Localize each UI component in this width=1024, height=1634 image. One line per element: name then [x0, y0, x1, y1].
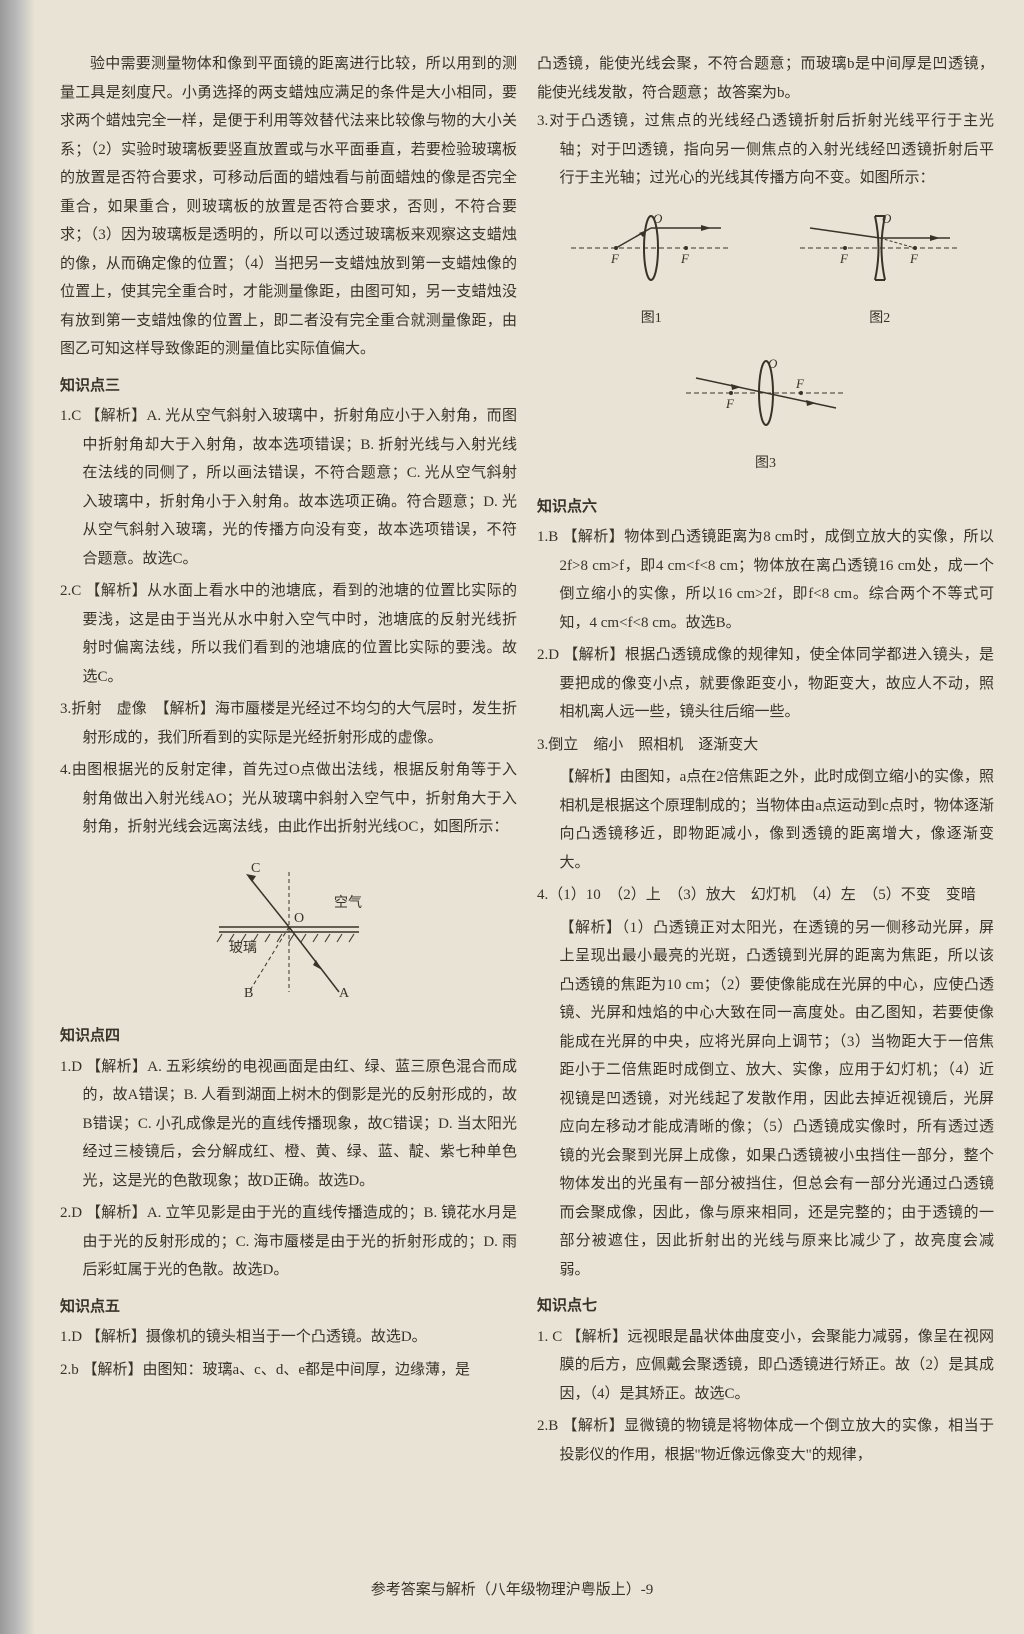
- s3-q4: 4.由图根据光的反射定律，首先过O点做出法线，根据反射角等于入射角做出入射光线A…: [60, 756, 517, 842]
- s5-q1: 1.D 【解析】摄像机的镜头相当于一个凸透镜。故选D。: [60, 1323, 517, 1352]
- section6-header: 知识点六: [537, 493, 994, 522]
- page-footer: 参考答案与解析（八年级物理沪粤版上）-9: [0, 1576, 1024, 1605]
- svg-text:B: B: [244, 986, 253, 1001]
- s6-q4: 4.（1）10 （2）上 （3）放大 幻灯机 （4）左 （5）不变 变暗: [537, 881, 994, 910]
- section7-header: 知识点七: [537, 1292, 994, 1321]
- svg-text:O: O: [882, 211, 892, 226]
- svg-text:O: O: [768, 356, 778, 371]
- svg-text:F: F: [839, 251, 849, 266]
- reflection-diagram: C O 空气 玻璃 B A: [60, 852, 517, 1013]
- right-column: 凸透镜，能使光线会聚，不符合题意；而玻璃b是中间厚是凹透镜，能使光线发散，符合题…: [537, 50, 994, 1473]
- lens-label-3: 图3: [676, 451, 856, 478]
- svg-text:O: O: [294, 911, 304, 926]
- svg-text:空气: 空气: [334, 895, 362, 911]
- lens-diagram-1: F F O 图1: [561, 203, 741, 333]
- svg-text:F: F: [725, 396, 735, 411]
- left-column: 验中需要测量物体和像到平面镜的距离进行比较，所以用到的测量工具是刻度尺。小勇选择…: [60, 50, 517, 1473]
- s6-q3-analysis: 【解析】由图知，a点在2倍焦距之外，此时成倒立缩小的实像，照相机是根据这个原理制…: [537, 763, 994, 877]
- scan-edge: [0, 0, 35, 1634]
- svg-text:玻璃: 玻璃: [229, 939, 257, 956]
- svg-text:A: A: [339, 986, 350, 1001]
- reflection-svg: C O 空气 玻璃 B A: [189, 852, 389, 1002]
- s4-q1: 1.D 【解析】A. 五彩缤纷的电视画面是由红、绿、蓝三原色混合而成的，故A错误…: [60, 1053, 517, 1196]
- svg-text:F: F: [610, 251, 620, 266]
- right-q3: 3.对于凸透镜，过焦点的光线经凸透镜折射后折射光线平行于主光轴；对于凹透镜，指向…: [537, 107, 994, 193]
- s7-q1: 1. C 【解析】远视眼是晶状体曲度变小，会聚能力减弱，像呈在视网膜的后方，应佩…: [537, 1323, 994, 1409]
- section3-header: 知识点三: [60, 372, 517, 401]
- s3-q2: 2.C 【解析】从水面上看水中的池塘底，看到的池塘的位置比实际的要浅，这是由于当…: [60, 577, 517, 691]
- lens-diagram-2: F F O 图2: [790, 203, 970, 333]
- section5-header: 知识点五: [60, 1293, 517, 1322]
- svg-text:F: F: [909, 251, 919, 266]
- s6-q3: 3.倒立 缩小 照相机 逐渐变大: [537, 731, 994, 760]
- right-opening1: 凸透镜，能使光线会聚，不符合题意；而玻璃b是中间厚是凹透镜，能使光线发散，符合题…: [537, 50, 994, 107]
- s3-q3: 3.折射 虚像 【解析】海市蜃楼是光经过不均匀的大气层时，发生折射形成的，我们所…: [60, 695, 517, 752]
- lens-label-1: 图1: [561, 306, 741, 333]
- lens-diagram-3: F F O 图3: [676, 348, 856, 478]
- svg-text:C: C: [251, 861, 260, 876]
- svg-text:F: F: [680, 251, 690, 266]
- opening-para: 验中需要测量物体和像到平面镜的距离进行比较，所以用到的测量工具是刻度尺。小勇选择…: [60, 50, 517, 364]
- svg-text:F: F: [795, 376, 805, 391]
- s6-q2: 2.D 【解析】根据凸透镜成像的规律知，使全体同学都进入镜头，是要把成的像变小点…: [537, 641, 994, 727]
- s5-q2: 2.b 【解析】由图知：玻璃a、c、d、e都是中间厚，边缘薄，是: [60, 1356, 517, 1385]
- lens-diagrams: F F O 图1 F: [537, 203, 994, 478]
- svg-text:O: O: [653, 211, 663, 226]
- s6-q4-analysis: 【解析】（1）凸透镜正对太阳光，在透镜的另一侧移动光屏，屏上呈现出最小最亮的光斑…: [537, 914, 994, 1285]
- s6-q1: 1.B 【解析】物体到凸透镜距离为8 cm时，成倒立放大的实像，所以2f>8 c…: [537, 523, 994, 637]
- page-content: 验中需要测量物体和像到平面镜的距离进行比较，所以用到的测量工具是刻度尺。小勇选择…: [60, 50, 994, 1473]
- section4-header: 知识点四: [60, 1022, 517, 1051]
- s7-q2: 2.B 【解析】显微镜的物镜是将物体成一个倒立放大的实像，相当于投影仪的作用，根…: [537, 1412, 994, 1469]
- lens-label-2: 图2: [790, 306, 970, 333]
- s3-q1: 1.C 【解析】A. 光从空气斜射入玻璃中，折射角应小于入射角，而图中折射角却大…: [60, 402, 517, 573]
- s4-q2: 2.D 【解析】A. 立竿见影是由于光的直线传播造成的；B. 镜花水月是由于光的…: [60, 1199, 517, 1285]
